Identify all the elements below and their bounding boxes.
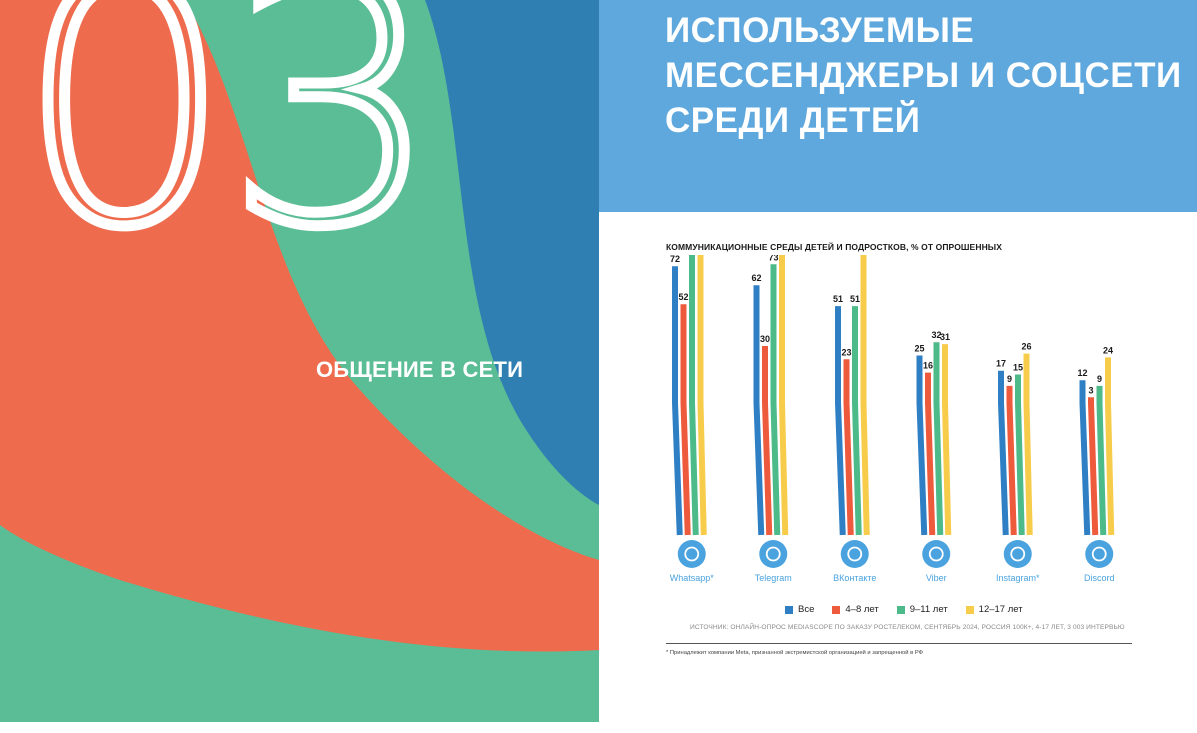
category-label: Whatsapp* <box>670 573 715 583</box>
data-label: 72 <box>670 255 680 264</box>
bar <box>1015 374 1025 536</box>
legend-swatch <box>785 605 793 614</box>
discord-icon <box>1085 540 1114 568</box>
bar <box>835 306 846 536</box>
bar <box>925 372 936 536</box>
data-label: 23 <box>841 347 851 357</box>
cover-background <box>0 0 599 722</box>
legend-item: 4–8 лет <box>832 604 879 615</box>
vk-icon <box>840 540 869 568</box>
data-label: 3 <box>1088 385 1093 395</box>
category-label: ВКонтакте <box>833 573 876 583</box>
bar <box>916 355 928 536</box>
data-label: 16 <box>923 361 933 371</box>
viber-icon <box>922 540 951 568</box>
legend-label: 9–11 лет <box>909 604 948 615</box>
data-label: 15 <box>1013 363 1023 373</box>
divider <box>666 643 1132 644</box>
data-label: 24 <box>1103 345 1113 355</box>
category-label: Viber <box>926 573 947 583</box>
page-title: ИСПОЛЬЗУЕМЫЕ МЕССЕНДЖЕРЫ И СОЦСЕТИ СРЕДИ… <box>665 11 1182 140</box>
icon-glyph <box>928 546 944 562</box>
bar <box>753 285 765 536</box>
bar <box>779 255 789 536</box>
bar <box>998 370 1009 536</box>
bar <box>1096 385 1107 536</box>
data-label: 73 <box>768 255 778 262</box>
chart-title: КОММУНИКАЦИОННЫЕ СРЕДЫ ДЕТЕЙ И ПОДРОСТКО… <box>666 242 1002 252</box>
bar <box>1023 353 1033 536</box>
legend-swatch <box>896 605 905 614</box>
bar <box>860 255 870 536</box>
bar <box>933 342 944 536</box>
data-label: 51 <box>833 294 843 304</box>
icon-glyph <box>1010 546 1026 562</box>
section-number: 03 <box>13 0 446 301</box>
legend-label: Все <box>798 604 815 615</box>
icon-glyph <box>765 546 781 562</box>
whatsapp-icon <box>677 540 706 568</box>
data-label: 52 <box>678 292 688 302</box>
legend-label: 12–17 лет <box>978 604 1023 615</box>
data-label: 31 <box>940 332 950 342</box>
legend-swatch <box>832 605 841 614</box>
bar <box>770 264 781 536</box>
data-label: 9 <box>1097 374 1102 384</box>
category-label: Discord <box>1084 573 1115 583</box>
data-label: 9 <box>1007 374 1012 384</box>
data-label: 17 <box>996 359 1006 369</box>
bar <box>680 304 691 536</box>
bar <box>942 344 952 536</box>
bar-chart: 72528386Whatsapp*62307392Telegram5123518… <box>670 255 1115 583</box>
category-label: Telegram <box>755 573 792 583</box>
bar <box>852 306 862 536</box>
data-label: 51 <box>850 294 860 304</box>
legend-item: 9–11 лет <box>896 604 948 615</box>
legend-item: 12–17 лет <box>965 604 1023 615</box>
data-label: 12 <box>1077 368 1087 378</box>
bar <box>843 359 854 536</box>
chart-legend: Все 4–8 лет 9–11 лет 12–17 лет <box>785 604 1023 615</box>
legend-swatch <box>965 605 974 614</box>
bar <box>1079 380 1091 536</box>
legend-label: 4–8 лет <box>845 604 879 615</box>
icon-glyph <box>847 546 863 562</box>
bar <box>1088 397 1099 536</box>
instagram-icon <box>1003 540 1032 568</box>
icon-glyph <box>684 546 700 562</box>
icon-glyph <box>1091 546 1107 562</box>
cover-orange-wave <box>0 0 599 652</box>
data-label: 62 <box>751 273 761 283</box>
bar <box>1006 385 1017 536</box>
data-label: 30 <box>760 334 770 344</box>
bar <box>1105 357 1115 536</box>
bar <box>689 255 699 536</box>
cover-panel: 03 ОБЩЕНИЕ В СЕТИ <box>0 0 599 722</box>
bar <box>672 266 683 536</box>
footnote: * Принадлежит компании Meta, признанной … <box>666 650 924 656</box>
bar <box>762 346 773 536</box>
data-label: 32 <box>931 330 941 340</box>
source-note: ИСТОЧНИК: ОНЛАЙН-ОПРОС MEDIASCOPE ПО ЗАК… <box>690 624 1125 631</box>
title-banner: ИСПОЛЬЗУЕМЫЕ МЕССЕНДЖЕРЫ И СОЦСЕТИ СРЕДИ… <box>599 0 1197 212</box>
legend-item: Все <box>785 604 814 615</box>
bar <box>697 255 707 536</box>
data-label: 25 <box>914 344 924 354</box>
section-label: ОБЩЕНИЕ В СЕТИ <box>316 357 524 382</box>
telegram-icon <box>759 540 788 568</box>
data-label: 26 <box>1021 342 1031 352</box>
category-label: Instagram* <box>996 573 1040 583</box>
